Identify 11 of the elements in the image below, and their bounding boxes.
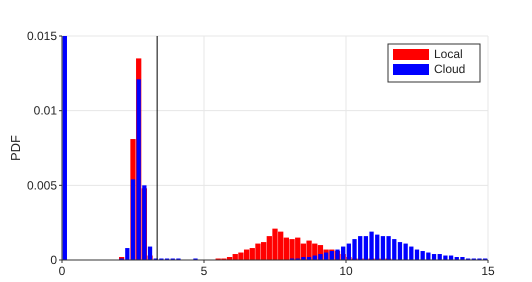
- legend-label: Local: [434, 47, 463, 61]
- legend-label: Cloud: [434, 62, 466, 76]
- y-tick-label: 0.015: [26, 29, 58, 43]
- x-tick-label: 15: [481, 264, 495, 278]
- x-tick-label: 10: [339, 264, 353, 278]
- y-tick-label: 0.01: [34, 104, 58, 118]
- y-tick-label: 0: [50, 253, 58, 267]
- y-tick-label: 0.005: [26, 178, 58, 192]
- x-tick-label: 5: [200, 264, 208, 278]
- y-axis-title: PDF: [8, 134, 23, 161]
- x-tick-label: 0: [58, 264, 66, 278]
